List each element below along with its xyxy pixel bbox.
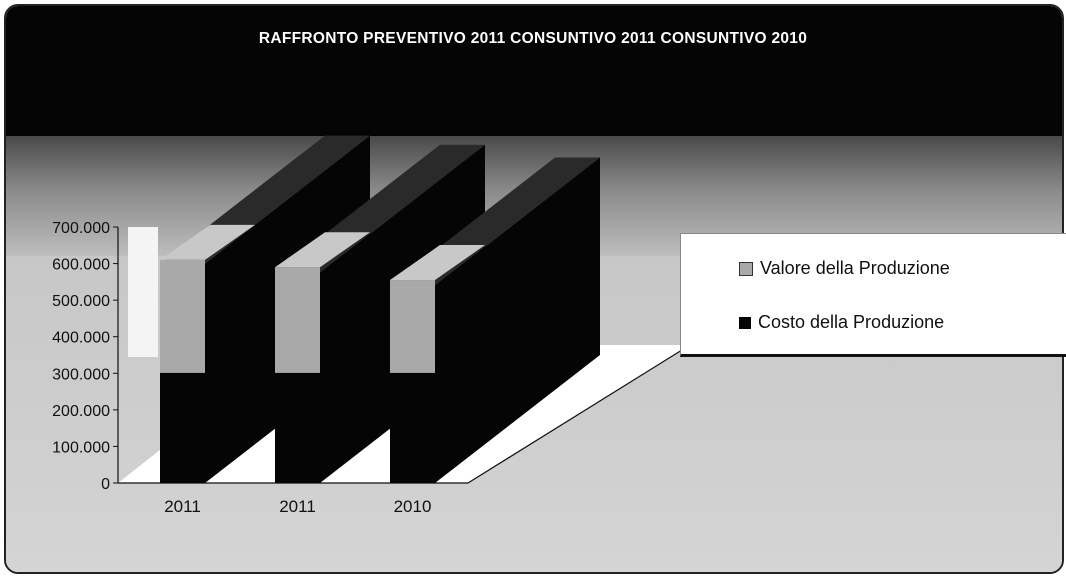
background-dark-band: [6, 6, 1062, 136]
legend-label-valore: Valore della Produzione: [760, 258, 950, 278]
y-tick-label: 400.000: [52, 330, 110, 347]
bar-valore: [275, 267, 320, 373]
bar-valore: [390, 280, 435, 373]
floor-edge-line: [467, 344, 691, 484]
y-tick-label: 500.000: [52, 293, 110, 310]
y-tick-label: 600.000: [52, 257, 110, 274]
bar-valore-top: [275, 232, 370, 268]
y-tick-label: 300.000: [52, 366, 110, 383]
x-category-label: 2011: [164, 497, 201, 516]
legend-swatch-costo: [739, 316, 751, 329]
bar-valore-top: [160, 224, 255, 260]
bar-valore: [160, 259, 205, 373]
legend-item-valore: Valore della Produzione: [739, 258, 950, 279]
chart-legend: Valore della Produzione Costo della Prod…: [680, 233, 1066, 357]
bar-valore-top: [390, 245, 485, 281]
bar-costo-side: [435, 157, 600, 483]
chart-title: RAFFRONTO PREVENTIVO 2011 CONSUNTIVO 201…: [258, 30, 808, 47]
legend-item-costo: Costo della Produzione: [739, 312, 944, 333]
legend-swatch-valore: [739, 261, 753, 276]
y-tick-label: 200.000: [52, 403, 110, 420]
back-wall: [128, 227, 158, 357]
y-tick-label: 0: [101, 476, 110, 493]
x-category-label: 2011: [279, 497, 316, 516]
x-category-label: 2010: [394, 497, 432, 516]
y-tick-label: 100.000: [52, 439, 110, 456]
legend-label-costo: Costo della Produzione: [758, 312, 945, 332]
y-tick-label: 700.000: [52, 220, 110, 237]
